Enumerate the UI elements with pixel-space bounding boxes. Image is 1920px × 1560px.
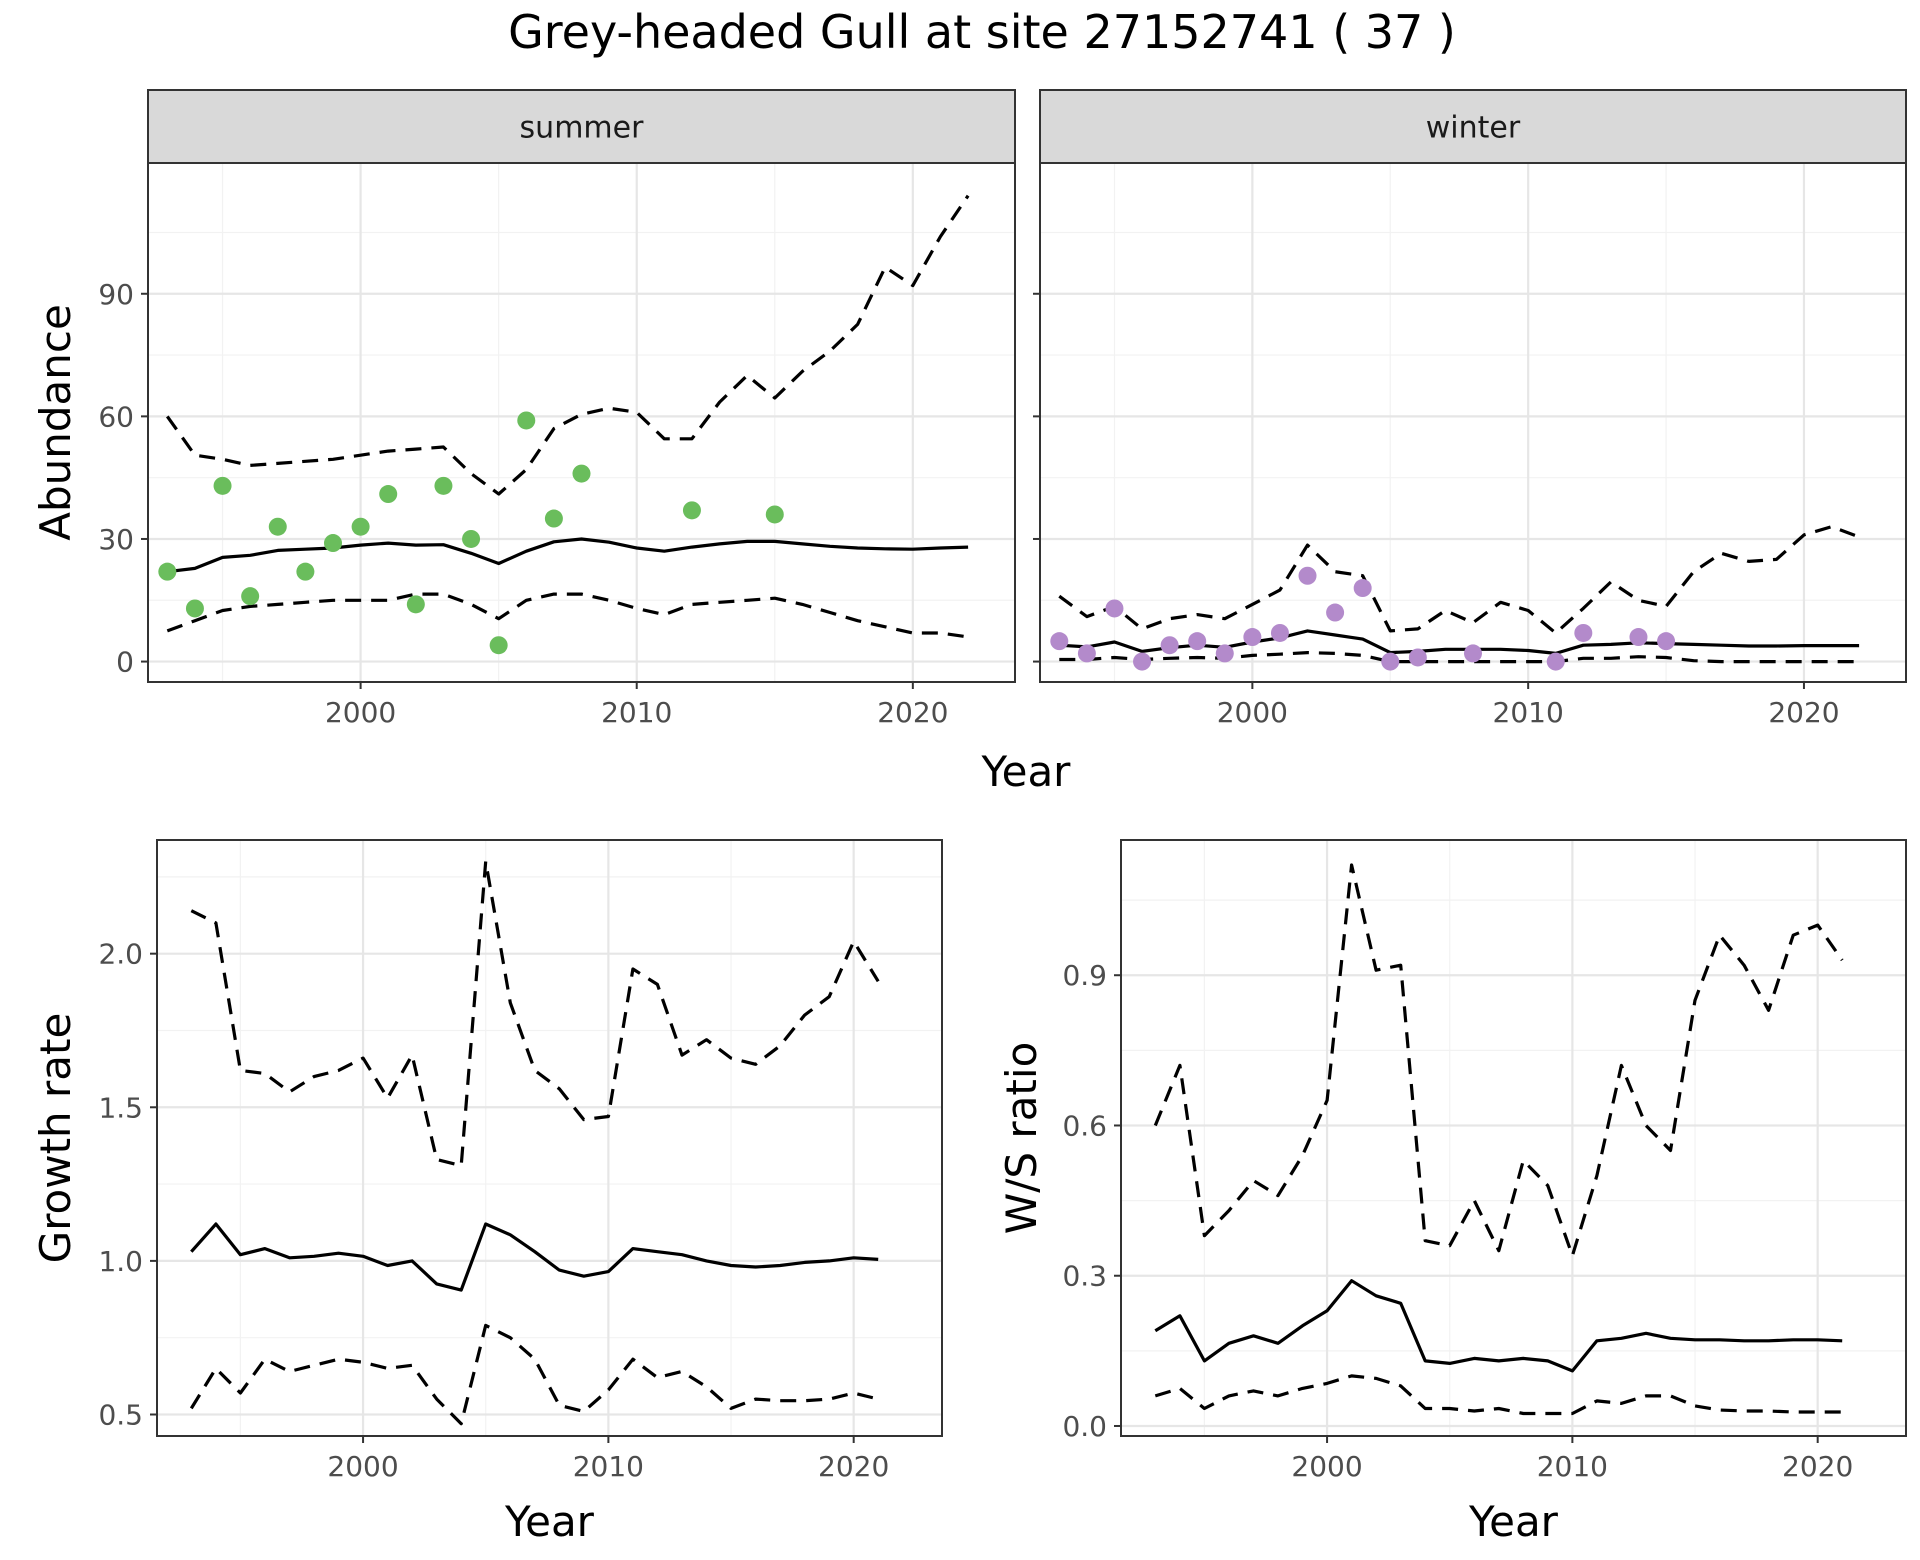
- summer-x-tick-label: 2020: [877, 696, 948, 729]
- growth-y-axis-title: Growth rate: [31, 1013, 80, 1264]
- growth-x-tick-label: 2000: [327, 1450, 398, 1483]
- summer-lower-ci-line: [166, 592, 969, 639]
- ws-x-tick-label: 2000: [1291, 1450, 1362, 1483]
- ws-y-axis-title: W/S ratio: [997, 1042, 1046, 1235]
- winter-x-tick-label: 2000: [1217, 696, 1288, 729]
- growth-y-tick-label: 0.5: [98, 1398, 143, 1431]
- winter-panel-border: [1039, 162, 1907, 683]
- ws-upper-ci-line: [1153, 863, 1844, 1258]
- summer-mean-line: [167, 537, 969, 574]
- ws-y-tick-label: 0.3: [1062, 1260, 1107, 1293]
- summer-strip: [147, 89, 1016, 164]
- growth-y-tick-label: 1.5: [98, 1091, 143, 1124]
- summer-y-axis-title: Abundance: [31, 304, 80, 541]
- summer-data-point: [185, 599, 204, 618]
- summer-upper-ci-line: [165, 194, 970, 496]
- growth-y-tick-label: 1.0: [98, 1245, 143, 1278]
- winter-data-point: [1353, 579, 1372, 598]
- winter-data-point: [1629, 628, 1648, 647]
- summer-data-point: [241, 587, 260, 606]
- winter-data-point: [1408, 648, 1427, 667]
- growth-upper-ci-line: [190, 859, 880, 1168]
- panel-summer: summer 2000 2010 2020 0 30 60 90 Abundance: [31, 89, 1016, 729]
- winter-data-point: [1546, 652, 1565, 671]
- summer-x-tick-label: 2000: [325, 696, 396, 729]
- summer-data-point: [296, 562, 315, 581]
- winter-upper-ci-line: [1058, 525, 1860, 635]
- winter-data-point: [1133, 652, 1152, 671]
- winter-data-point: [1160, 636, 1179, 655]
- growth-x-axis-title: Year: [504, 1497, 595, 1546]
- winter-data-point: [1243, 628, 1262, 647]
- growth-x-tick-label: 2010: [573, 1450, 644, 1483]
- growth-mean-line: [190, 1222, 879, 1292]
- summer-data-point: [517, 411, 536, 430]
- summer-x-tick-label: 2010: [601, 696, 672, 729]
- summer-data-point: [158, 562, 177, 581]
- ws-y-tick-label: 0.0: [1062, 1410, 1107, 1443]
- top-row-x-axis-title: Year: [981, 747, 1072, 796]
- summer-data-point: [268, 517, 287, 536]
- ws-y-tick-label: 0.9: [1062, 959, 1107, 992]
- summer-data-point: [406, 595, 425, 614]
- growth-y-tick-label: 2.0: [98, 938, 143, 971]
- summer-data-point: [682, 501, 701, 520]
- winter-data-point: [1270, 623, 1289, 642]
- winter-x-tick-label: 2020: [1768, 696, 1839, 729]
- winter-data-point: [1381, 652, 1400, 671]
- winter-data-point: [1657, 632, 1676, 651]
- summer-data-point: [765, 505, 784, 524]
- winter-data-point: [1326, 603, 1345, 622]
- ws-lower-ci-line: [1154, 1374, 1843, 1416]
- panel-winter: winter 2000 2010 2020: [1033, 89, 1907, 729]
- winter-data-point: [1077, 644, 1096, 663]
- winter-data-point: [1050, 632, 1069, 651]
- ws-y-tick-label: 0.6: [1062, 1109, 1107, 1142]
- ws-panel-border: [1120, 839, 1907, 1437]
- winter-data-point: [1464, 644, 1482, 663]
- growth-panel-border: [156, 839, 943, 1437]
- winter-data-point: [1298, 566, 1317, 585]
- growth-lower-ci-line: [189, 1323, 879, 1426]
- ws-x-tick-label: 2010: [1537, 1450, 1608, 1483]
- summer-data-point: [489, 636, 508, 655]
- panel-ws: 2000 2010 2020 0.0 0.3 0.6 0.9 W/S ratio Year: [997, 839, 1907, 1546]
- ws-x-tick-label: 2020: [1782, 1450, 1853, 1483]
- winter-strip-label: winter: [1426, 111, 1521, 146]
- summer-y-tick-label: 30: [98, 523, 134, 556]
- summer-data-point: [462, 529, 481, 548]
- winter-strip: [1039, 89, 1907, 164]
- summer-data-point: [379, 485, 398, 504]
- winter-lower-ci-line: [1059, 650, 1860, 664]
- winter-x-tick-label: 2010: [1493, 696, 1564, 729]
- winter-data-point: [1105, 599, 1124, 618]
- growth-x-tick-label: 2020: [818, 1450, 889, 1483]
- summer-data-point: [544, 509, 563, 528]
- winter-data-point: [1215, 644, 1234, 663]
- ws-mean-line: [1154, 1279, 1843, 1373]
- summer-y-tick-label: 60: [98, 400, 134, 433]
- summer-data-point: [323, 534, 342, 553]
- chart-title: Grey-headed Gull at site 27152741 ( 37 ): [508, 5, 1456, 59]
- winter-data-point: [1188, 632, 1207, 651]
- summer-data-point: [434, 476, 453, 495]
- winter-mean-line: [1059, 629, 1860, 656]
- summer-y-tick-label: 0: [116, 646, 134, 679]
- panel-growth: 2000 2010 2020 0.5 1.0 1.5 2.0 Growth rate Year: [31, 839, 943, 1546]
- panels: summer 2000 2010 2020 0 30 60 90 Abundance winter…: [31, 89, 1907, 1546]
- summer-strip-label: summer: [520, 111, 645, 146]
- summer-data-point: [572, 464, 591, 483]
- summer-data-point: [213, 476, 232, 495]
- ws-x-axis-title: Year: [1468, 1497, 1559, 1546]
- summer-y-tick-label: 90: [98, 278, 134, 311]
- summer-data-point: [351, 517, 370, 536]
- winter-data-point: [1574, 623, 1593, 642]
